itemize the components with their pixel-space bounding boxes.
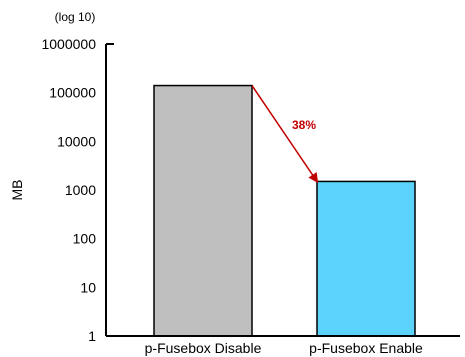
- y-axis-label: MB: [9, 180, 25, 201]
- y-tick-labels: 1000000 100000 10000 1000 100 10 1: [41, 36, 96, 344]
- y-tick-label: 10000: [57, 133, 96, 149]
- x-tick-label: p-Fusebox Enable: [309, 340, 423, 356]
- y-tick-label: 100000: [49, 85, 96, 101]
- y-tick-label: 1: [88, 328, 96, 344]
- bar-disable: [153, 84, 253, 337]
- y-tick-label: 10: [80, 279, 96, 295]
- scale-note: (log 10): [55, 10, 96, 24]
- y-tick-label: 100: [73, 231, 97, 247]
- bars: [153, 84, 416, 337]
- reduction-percent-label: 38%: [292, 118, 316, 132]
- x-tick-label: p-Fusebox Disable: [145, 340, 262, 356]
- bar-enable: [316, 180, 416, 337]
- y-tick-label: 1000000: [41, 36, 96, 52]
- reduction-arrow: [251, 85, 319, 184]
- y-tick-label: 1000: [65, 182, 96, 198]
- x-tick-labels: p-Fusebox Disable p-Fusebox Enable: [145, 340, 423, 356]
